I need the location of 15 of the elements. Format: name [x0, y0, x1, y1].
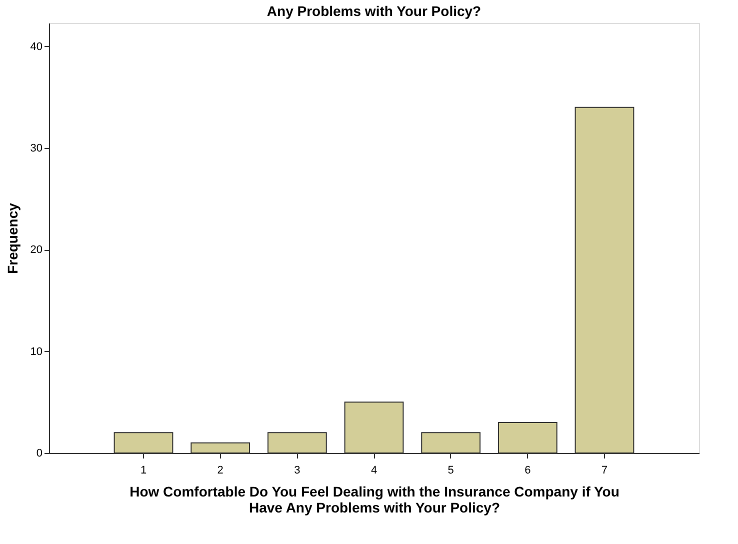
y-tick-label: 0 [36, 448, 42, 460]
x-tick-label: 1 [140, 464, 147, 476]
y-tick-label: 30 [30, 142, 42, 155]
x-axis-title: How Comfortable Do You Feel Dealing with the Insurance Company if You Have Any Problems with Your Policy? [130, 484, 620, 516]
x-tick-label: 3 [294, 464, 300, 476]
x-tick-label: 6 [524, 464, 531, 476]
chart-title: Any Problems with Your Policy? [266, 3, 482, 19]
y-axis-title: Frequency [4, 202, 20, 274]
x-tick-label: 2 [217, 464, 224, 476]
x-tick-label: 4 [370, 464, 378, 476]
x-tick-label: 5 [448, 464, 454, 476]
y-tick-label: 20 [30, 244, 42, 256]
x-tick-label: 7 [601, 464, 608, 476]
y-tick-label: 40 [30, 40, 42, 53]
y-tick-label: 10 [30, 346, 42, 358]
